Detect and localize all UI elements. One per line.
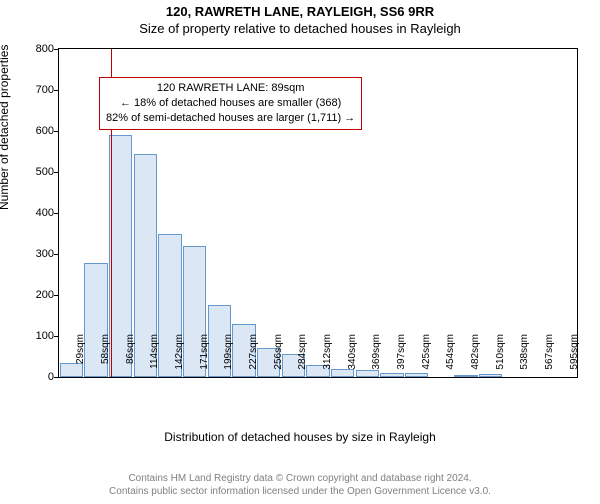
page-title-address: 120, RAWRETH LANE, RAYLEIGH, SS6 9RR	[0, 4, 600, 19]
y-tick-label: 600	[0, 125, 54, 137]
chart-container: Number of detached properties 0100200300…	[0, 40, 600, 450]
annotation-line-2: ← 18% of detached houses are smaller (36…	[106, 96, 355, 111]
page-title-subtitle: Size of property relative to detached ho…	[0, 21, 600, 36]
histogram-bar	[380, 373, 403, 377]
y-tick-label: 200	[0, 289, 54, 301]
y-tick-label: 400	[0, 207, 54, 219]
histogram-bar	[454, 375, 477, 377]
y-tick-label: 500	[0, 166, 54, 178]
y-tick-label: 0	[0, 371, 54, 383]
annotation-line-1: 120 RAWRETH LANE: 89sqm	[106, 81, 355, 96]
footer-line-1: Contains HM Land Registry data © Crown c…	[0, 472, 600, 485]
annotation-callout: 120 RAWRETH LANE: 89sqm ← 18% of detache…	[99, 77, 362, 130]
histogram-bar	[60, 363, 83, 377]
histogram-bar	[331, 369, 354, 377]
histogram-bar	[356, 370, 379, 377]
y-tick-label: 100	[0, 330, 54, 342]
y-tick-label: 700	[0, 84, 54, 96]
footer-line-2: Contains public sector information licen…	[0, 485, 600, 498]
x-axis-label: Distribution of detached houses by size …	[0, 430, 600, 444]
histogram-bar	[479, 374, 502, 377]
annotation-line-3: 82% of semi-detached houses are larger (…	[106, 111, 355, 126]
histogram-bar	[405, 373, 428, 377]
footer-attribution: Contains HM Land Registry data © Crown c…	[0, 472, 600, 498]
y-tick-label: 800	[0, 43, 54, 55]
plot-area: 120 RAWRETH LANE: 89sqm ← 18% of detache…	[58, 48, 578, 378]
y-tick-label: 300	[0, 248, 54, 260]
